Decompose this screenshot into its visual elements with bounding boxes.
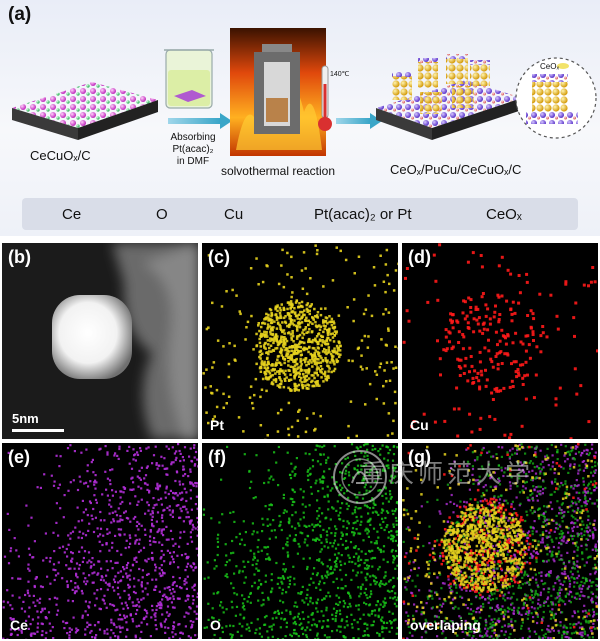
panel-a-label: (a) — [8, 4, 32, 25]
panel-g-label: (g) — [408, 447, 431, 467]
absorb-caption: Absorbing Pt(acac)₂ in DMF — [150, 132, 236, 168]
panel-e-ce-map: (e) Ce — [2, 443, 198, 639]
panel-b-haadf-image: (b) 5nm — [2, 243, 198, 439]
legend-item-cu: Cu — [224, 205, 244, 223]
thermometer-icon — [318, 65, 332, 131]
legend-item-ce: Ce — [62, 205, 82, 223]
legend-item-ceox: CeOₓ — [486, 205, 522, 223]
legend-item-pt: Pt(acac)₂ or Pt — [314, 205, 412, 223]
panel-g-overlay-map: (g) overlaping — [402, 443, 598, 639]
panel-c-element: Pt — [210, 417, 224, 433]
panel-g-element: overlaping — [410, 617, 481, 633]
substrate-label: CeCuOₓ/C — [30, 148, 91, 163]
arrow-2-icon — [336, 118, 370, 124]
panel-d-cu-map: (d) Cu — [402, 243, 598, 439]
arrow-1-icon — [168, 118, 220, 124]
seal-watermark-icon — [333, 450, 387, 504]
scale-bar — [12, 429, 64, 432]
product-label: CeOₓ/PuCu/CeCuOₓ/C — [390, 162, 522, 177]
panel-c-label: (c) — [208, 247, 230, 267]
ce-map-drawing — [2, 443, 198, 639]
schematic-panel: (a) CeCuOₓ/C Absorbing Pt(acac)₂ in DMF … — [0, 0, 600, 236]
scale-bar-label: 5nm — [12, 411, 39, 426]
legend-item-o: O — [156, 205, 168, 223]
panel-d-label: (d) — [408, 247, 431, 267]
panel-f-o-map: (f) O — [202, 443, 398, 639]
university-watermark: 重庆师范大学 — [360, 459, 535, 488]
cu-map-drawing — [402, 243, 598, 439]
panel-b-label: (b) — [8, 247, 31, 267]
absorb-caption-line-1: Absorbing Pt(acac)₂ — [170, 132, 216, 155]
product-slab — [376, 54, 522, 140]
thermometer-label: 140℃ — [330, 71, 350, 78]
panel-d-element: Cu — [410, 417, 429, 433]
absorb-caption-line-2: in DMF — [176, 156, 210, 167]
substrate-slab — [12, 82, 158, 140]
o-map-drawing — [202, 443, 398, 639]
panel-e-element: Ce — [10, 617, 28, 633]
panel-c-pt-map: (c) Pt — [202, 243, 398, 439]
zoom-inset — [515, 57, 597, 139]
pt-map-drawing — [202, 244, 398, 439]
panel-e-label: (e) — [8, 447, 30, 467]
haadf-drawing — [2, 243, 198, 439]
schematic-drawing — [12, 28, 597, 224]
inset-label: CeOₓ — [540, 62, 560, 71]
autoclave-icon — [230, 28, 326, 156]
panel-f-label: (f) — [208, 447, 226, 467]
reaction-caption: solvothermal reaction — [220, 164, 336, 178]
beaker-icon — [164, 49, 214, 109]
overlay-map-drawing — [402, 443, 598, 639]
panel-f-element: O — [210, 617, 221, 633]
legend: Ce O Cu Pt(acac)₂ or Pt CeOₓ — [22, 198, 578, 230]
